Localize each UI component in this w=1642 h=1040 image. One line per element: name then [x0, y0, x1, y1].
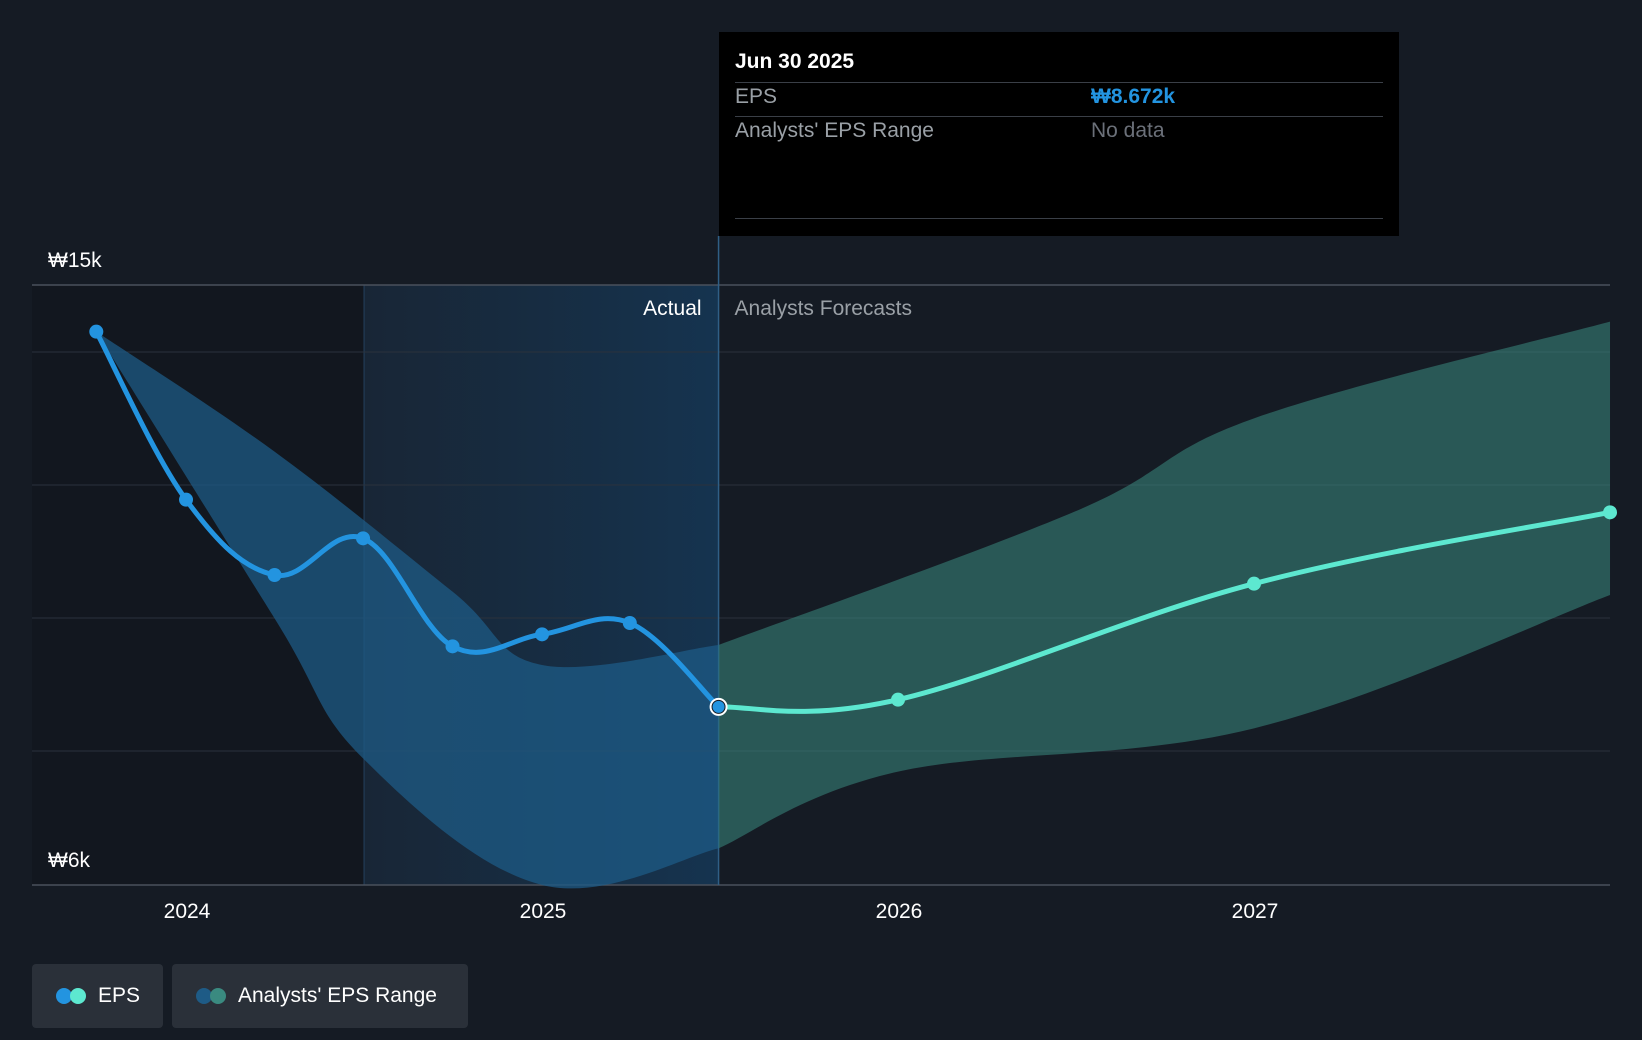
eps-forecast-point	[1247, 576, 1262, 591]
legend-item-eps[interactable]: EPS	[32, 964, 163, 1028]
tooltip: Jun 30 2025 EPS ₩8.672k Analysts' EPS Ra…	[719, 32, 1399, 236]
y-axis-label-bottom: ₩6k	[48, 849, 91, 872]
legend-dot	[196, 988, 212, 1004]
legend-label-eps: EPS	[98, 984, 141, 1007]
eps-point	[535, 627, 550, 642]
y-axis-label-top: ₩15k	[48, 249, 102, 272]
x-tick-label: 2027	[1232, 900, 1279, 923]
x-tick-label: 2025	[520, 900, 567, 923]
tooltip-range-value: No data	[1091, 119, 1165, 142]
tooltip-date: Jun 30 2025	[735, 50, 855, 73]
eps-forecast-point	[1603, 505, 1618, 520]
eps-current-point-fill	[712, 700, 725, 713]
eps-point	[356, 531, 371, 546]
eps-forecast-point	[891, 692, 906, 707]
legend-dot	[56, 988, 72, 1004]
legend-dot	[70, 988, 86, 1004]
eps-point	[445, 639, 460, 654]
eps-point	[89, 324, 104, 339]
legend-item-range[interactable]: Analysts' EPS Range	[172, 964, 468, 1028]
actual-label: Actual	[643, 297, 701, 320]
tooltip-divider	[735, 116, 1383, 117]
tooltip-divider	[735, 218, 1383, 219]
legend-dot	[210, 988, 226, 1004]
range-band-actual	[96, 331, 719, 889]
tooltip-range-label: Analysts' EPS Range	[735, 119, 934, 142]
eps-point	[622, 616, 637, 630]
eps-legend-icon	[56, 988, 86, 1004]
tooltip-divider	[735, 82, 1383, 83]
tooltip-eps-label: EPS	[735, 85, 778, 108]
eps-point	[179, 492, 194, 507]
tooltip-eps-value: ₩8.672k	[1091, 85, 1176, 108]
eps-forecast-line	[716, 509, 1613, 714]
x-tick-label: 2026	[876, 900, 923, 923]
x-tick-label: 2024	[164, 900, 211, 923]
range-legend-icon	[196, 988, 226, 1004]
legend-label-range: Analysts' EPS Range	[238, 984, 437, 1007]
eps-point	[267, 568, 282, 582]
forecast-label: Analysts Forecasts	[735, 297, 912, 320]
range-band-forecast	[718, 321, 1611, 849]
